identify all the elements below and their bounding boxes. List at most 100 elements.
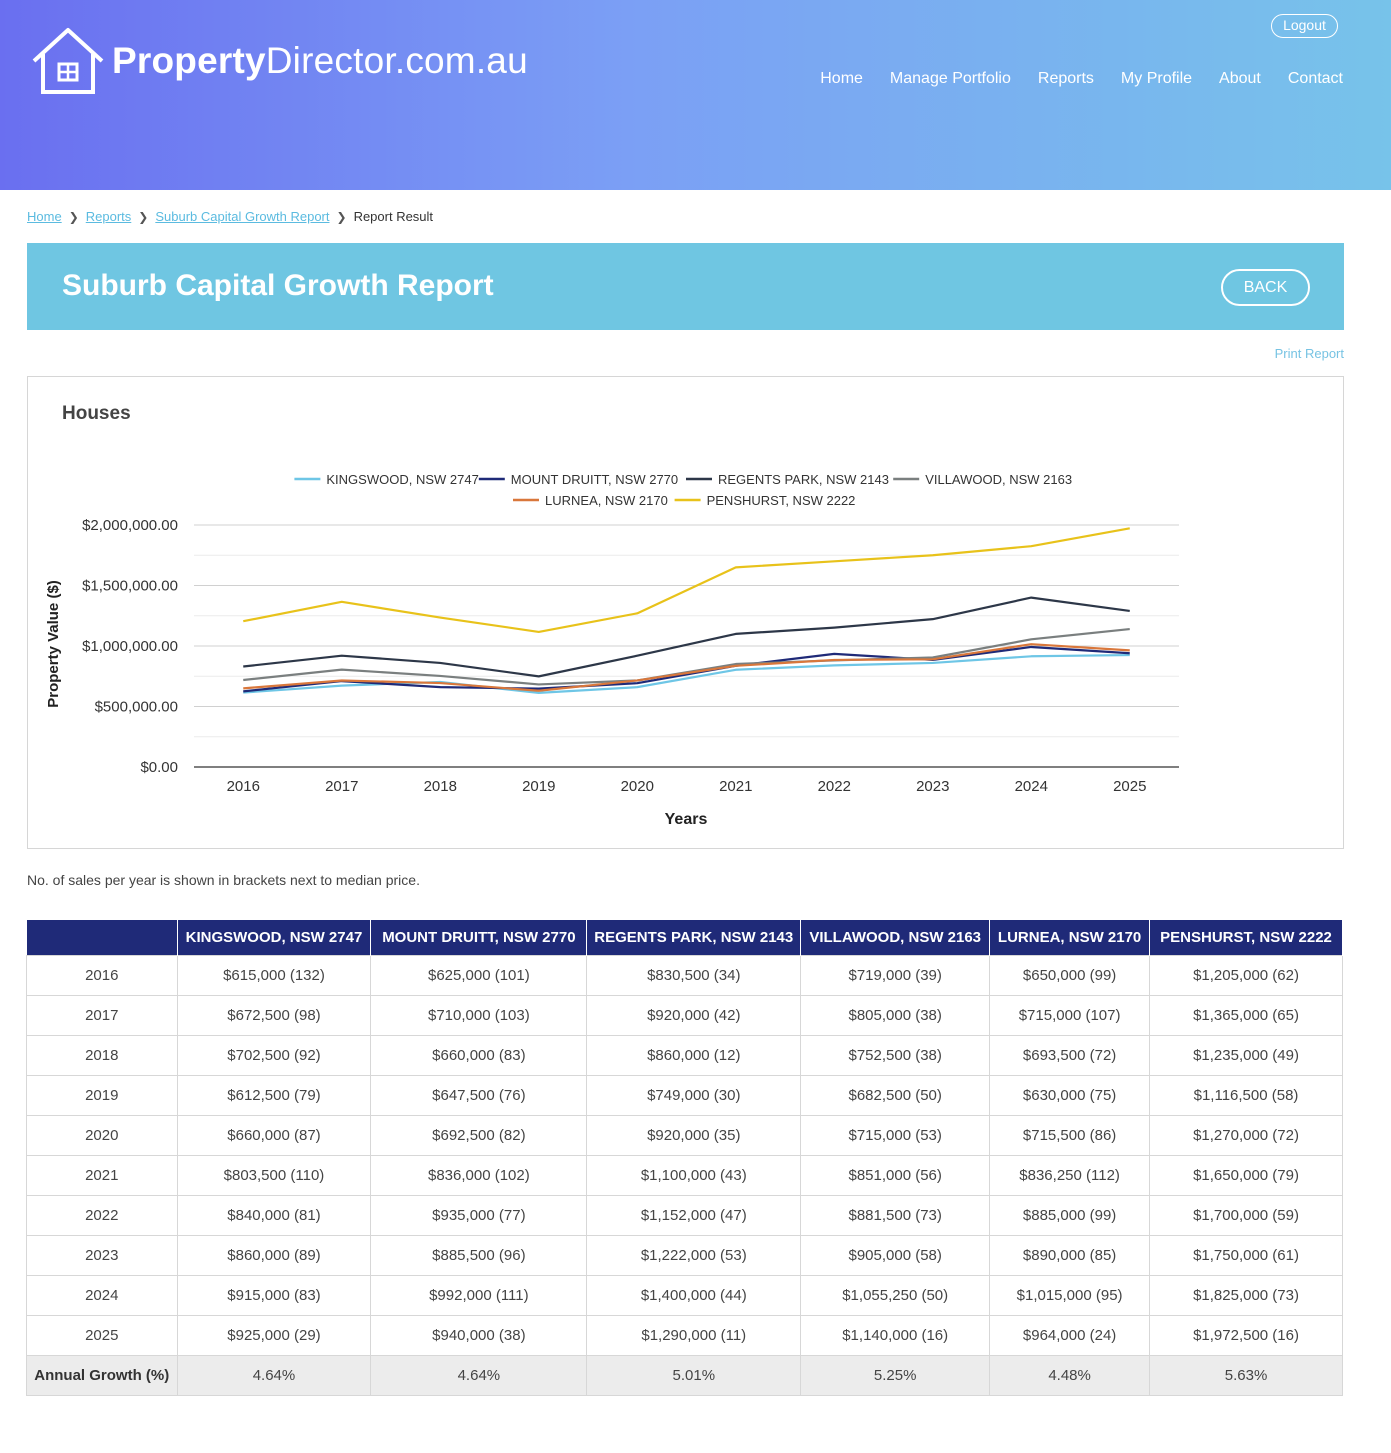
price-cell: $885,500 (96): [370, 1234, 588, 1276]
x-tick-label: 2018: [424, 778, 457, 795]
x-tick-label: 2025: [1113, 778, 1146, 795]
price-cell: $920,000 (35): [586, 1114, 802, 1156]
price-cell: $752,500 (38): [800, 1034, 991, 1076]
price-cell: $1,205,000 (62): [1149, 954, 1343, 996]
year-cell: 2018: [26, 1034, 178, 1076]
page-title: Suburb Capital Growth Report: [62, 269, 494, 302]
price-cell: $920,000 (42): [586, 994, 802, 1036]
nav-my-profile[interactable]: My Profile: [1120, 70, 1193, 87]
legend-label: PENSHURST, NSW 2222: [707, 493, 856, 508]
back-button[interactable]: BACK: [1221, 269, 1310, 306]
growth-cell: 5.01%: [586, 1354, 802, 1396]
year-cell: 2023: [26, 1234, 178, 1276]
price-cell: $860,000 (89): [176, 1234, 372, 1276]
year-cell: 2021: [26, 1154, 178, 1196]
price-cell: $1,700,000 (59): [1149, 1194, 1343, 1236]
price-cell: $840,000 (81): [176, 1194, 372, 1236]
series-line: [243, 527, 1130, 634]
breadcrumb-suburb-capital-growth[interactable]: Suburb Capital Growth Report: [155, 209, 330, 224]
price-cell: $925,000 (29): [176, 1314, 372, 1356]
price-cell: $702,500 (92): [176, 1034, 372, 1076]
table-row: 2020 $660,000 (87) $692,500 (82) $920,000 (…: [26, 1114, 1343, 1156]
legend-label: MOUNT DRUITT, NSW 2770: [511, 472, 678, 487]
price-cell: $672,500 (98): [176, 994, 372, 1036]
year-cell: 2025: [26, 1314, 178, 1356]
price-cell: $625,000 (101): [370, 954, 588, 996]
price-cell: $1,222,000 (53): [586, 1234, 802, 1276]
price-cell: $660,000 (87): [176, 1114, 372, 1156]
logout-button[interactable]: Logout: [1271, 14, 1338, 38]
price-cell: $710,000 (103): [370, 994, 588, 1036]
price-cell: $719,000 (39): [800, 954, 991, 996]
price-cell: $935,000 (77): [370, 1194, 588, 1236]
nav-manage-portfolio[interactable]: Manage Portfolio: [889, 70, 1011, 87]
growth-cell: 4.64%: [176, 1354, 372, 1396]
report-banner: Suburb Capital Growth Report BACK: [27, 243, 1344, 330]
price-cell: $647,500 (76): [370, 1074, 588, 1116]
chevron-right-icon: ❯: [138, 209, 149, 224]
series-line: [243, 596, 1130, 678]
x-tick-label: 2020: [621, 778, 654, 795]
print-report-link[interactable]: Print Report: [1274, 346, 1344, 361]
site-logo[interactable]: PropertyDirector.com.au: [32, 26, 528, 96]
x-tick-label: 2019: [522, 778, 555, 795]
price-cell: $682,500 (50): [800, 1074, 991, 1116]
table-row: 2017 $672,500 (98) $710,000 (103) $920,000 …: [26, 994, 1343, 1036]
chart-heading: Houses: [62, 403, 131, 424]
breadcrumb-current: Report Result: [353, 209, 434, 224]
column-header: VILLAWOOD, NSW 2163: [800, 920, 991, 955]
line-chart: $0.00 $500,000.00 $1,000,000.00 $1,500,000.…: [45, 472, 1179, 828]
chevron-right-icon: ❯: [336, 209, 347, 224]
legend-label: KINGSWOOD, NSW 2747: [326, 472, 478, 487]
x-tick-label: 2017: [325, 778, 358, 795]
table-row: 2024 $915,000 (83) $992,000 (111) $1,400,00…: [26, 1274, 1343, 1316]
main-nav: Home Manage Portfolio Reports My Profile…: [793, 70, 1343, 88]
year-cell: 2020: [26, 1114, 178, 1156]
price-cell: $992,000 (111): [370, 1274, 588, 1316]
price-cell: $693,500 (72): [989, 1034, 1151, 1076]
price-cell: $1,140,000 (16): [800, 1314, 991, 1356]
breadcrumb-reports[interactable]: Reports: [85, 209, 132, 224]
price-cell: $660,000 (83): [370, 1034, 588, 1076]
price-cell: $860,000 (12): [586, 1034, 802, 1076]
annual-growth-row: Annual Growth (%) 4.64% 4.64% 5.01% 5.25% 4.4…: [26, 1354, 1343, 1396]
price-cell: $885,000 (99): [989, 1194, 1151, 1236]
legend-label: VILLAWOOD, NSW 2163: [925, 472, 1072, 487]
legend-label: LURNEA, NSW 2170: [545, 493, 668, 508]
price-cell: $630,000 (75): [989, 1074, 1151, 1116]
nav-reports[interactable]: Reports: [1037, 70, 1094, 87]
logo-text-rest: Director.com.au: [265, 40, 528, 81]
price-cell: $1,116,500 (58): [1149, 1074, 1343, 1116]
nav-home[interactable]: Home: [820, 70, 863, 87]
site-header: PropertyDirector.com.au Logout Home Mana…: [0, 0, 1391, 190]
table-row: 2019 $612,500 (79) $647,500 (76) $749,000 (…: [26, 1074, 1343, 1116]
chart-panel: Houses $0.00 $500,000.00 $1,000,000.00 $1,5…: [27, 376, 1344, 849]
y-tick-label: $500,000.00: [95, 699, 178, 716]
price-cell: $1,400,000 (44): [586, 1274, 802, 1316]
price-cell: $749,000 (30): [586, 1074, 802, 1116]
growth-cell: 4.64%: [370, 1354, 588, 1396]
column-header: MOUNT DRUITT, NSW 2770: [370, 920, 588, 955]
table-row: 2016 $615,000 (132) $625,000 (101) $830,500…: [26, 954, 1343, 996]
price-cell: $1,235,000 (49): [1149, 1034, 1343, 1076]
y-axis-title: Property Value ($): [45, 580, 62, 708]
y-tick-label: $2,000,000.00: [82, 517, 178, 534]
x-tick-label: 2023: [916, 778, 949, 795]
table-row: 2025 $925,000 (29) $940,000 (38) $1,290,000…: [26, 1314, 1343, 1356]
price-cell: $964,000 (24): [989, 1314, 1151, 1356]
y-tick-label: $1,500,000.00: [82, 578, 178, 595]
y-tick-label: $0.00: [140, 759, 178, 776]
price-cell: $890,000 (85): [989, 1234, 1151, 1276]
breadcrumb: Home ❯ Reports ❯ Suburb Capital Growth R…: [27, 209, 433, 224]
chevron-right-icon: ❯: [68, 209, 79, 224]
price-cell: $940,000 (38): [370, 1314, 588, 1356]
price-cell: $1,015,000 (95): [989, 1274, 1151, 1316]
column-header: [26, 920, 178, 955]
x-axis-title: Years: [665, 811, 708, 828]
nav-about[interactable]: About: [1219, 70, 1261, 87]
nav-contact[interactable]: Contact: [1287, 70, 1343, 87]
table-row: 2021 $803,500 (110) $836,000 (102) $1,100,0…: [26, 1154, 1343, 1196]
column-header: LURNEA, NSW 2170: [989, 920, 1151, 955]
x-tick-label: 2024: [1015, 778, 1048, 795]
breadcrumb-home[interactable]: Home: [27, 209, 62, 224]
